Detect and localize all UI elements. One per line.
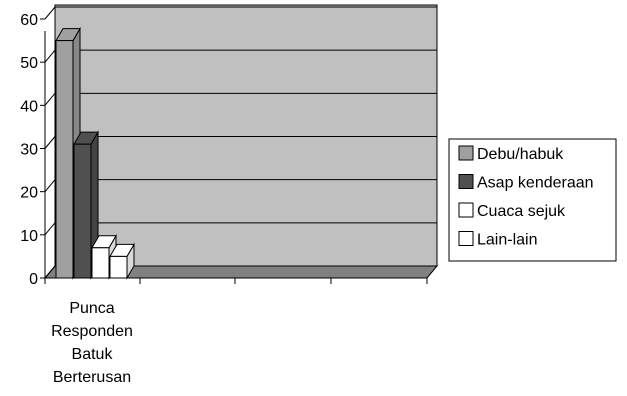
legend-swatch xyxy=(458,231,474,246)
legend-label: Asap kenderaan xyxy=(477,175,594,192)
y-tick-depth xyxy=(44,136,56,149)
y-tick-label: 10 xyxy=(20,228,38,245)
legend-label: Cuaca sejuk xyxy=(477,203,566,220)
category-label-line-2: Responden xyxy=(51,323,133,340)
y-tick-depth xyxy=(44,93,56,106)
bar-front xyxy=(91,247,110,279)
category-label-line-3: Batuk xyxy=(72,346,114,363)
category-label-line-1: Punca xyxy=(69,300,114,317)
bars xyxy=(55,26,135,280)
y-tick-label: 20 xyxy=(20,185,38,202)
y-tick-depth xyxy=(44,179,56,192)
y-tick-label: 60 xyxy=(20,12,38,29)
y-tick-depth xyxy=(44,222,56,236)
bar-front xyxy=(55,40,74,279)
gridlines xyxy=(55,6,437,224)
legend-swatch xyxy=(458,145,474,161)
category-label-line-4: Berterusan xyxy=(53,369,131,386)
bar-lain-lain xyxy=(109,242,135,280)
y-axis: 0 10 20 30 40 50 60 xyxy=(20,6,56,288)
category-labels: Punca Responden Batuk Berterusan xyxy=(51,300,133,386)
y-tick-label: 40 xyxy=(20,98,38,115)
y-tick-label: 0 xyxy=(29,271,38,288)
bar-front xyxy=(73,143,92,279)
legend-box xyxy=(448,138,617,262)
legend-swatch xyxy=(458,202,474,218)
bar-front xyxy=(109,255,128,279)
chart-back-wall xyxy=(54,4,438,267)
y-tick-depth xyxy=(44,265,56,279)
y-tick-label: 50 xyxy=(20,55,38,72)
y-tick-depth xyxy=(44,49,56,63)
legend-label: Lain-lain xyxy=(477,232,537,249)
y-tick-depth xyxy=(44,6,56,20)
legend: Debu/habuk Asap kenderaan Cuaca sejuk Lain-… xyxy=(448,138,617,262)
y-tick-label: 30 xyxy=(20,142,38,159)
legend-label: Debu/habuk xyxy=(477,146,564,163)
bar-cuaca-sejuk xyxy=(91,233,117,280)
x-axis xyxy=(44,277,428,284)
legend-swatch xyxy=(458,174,474,189)
